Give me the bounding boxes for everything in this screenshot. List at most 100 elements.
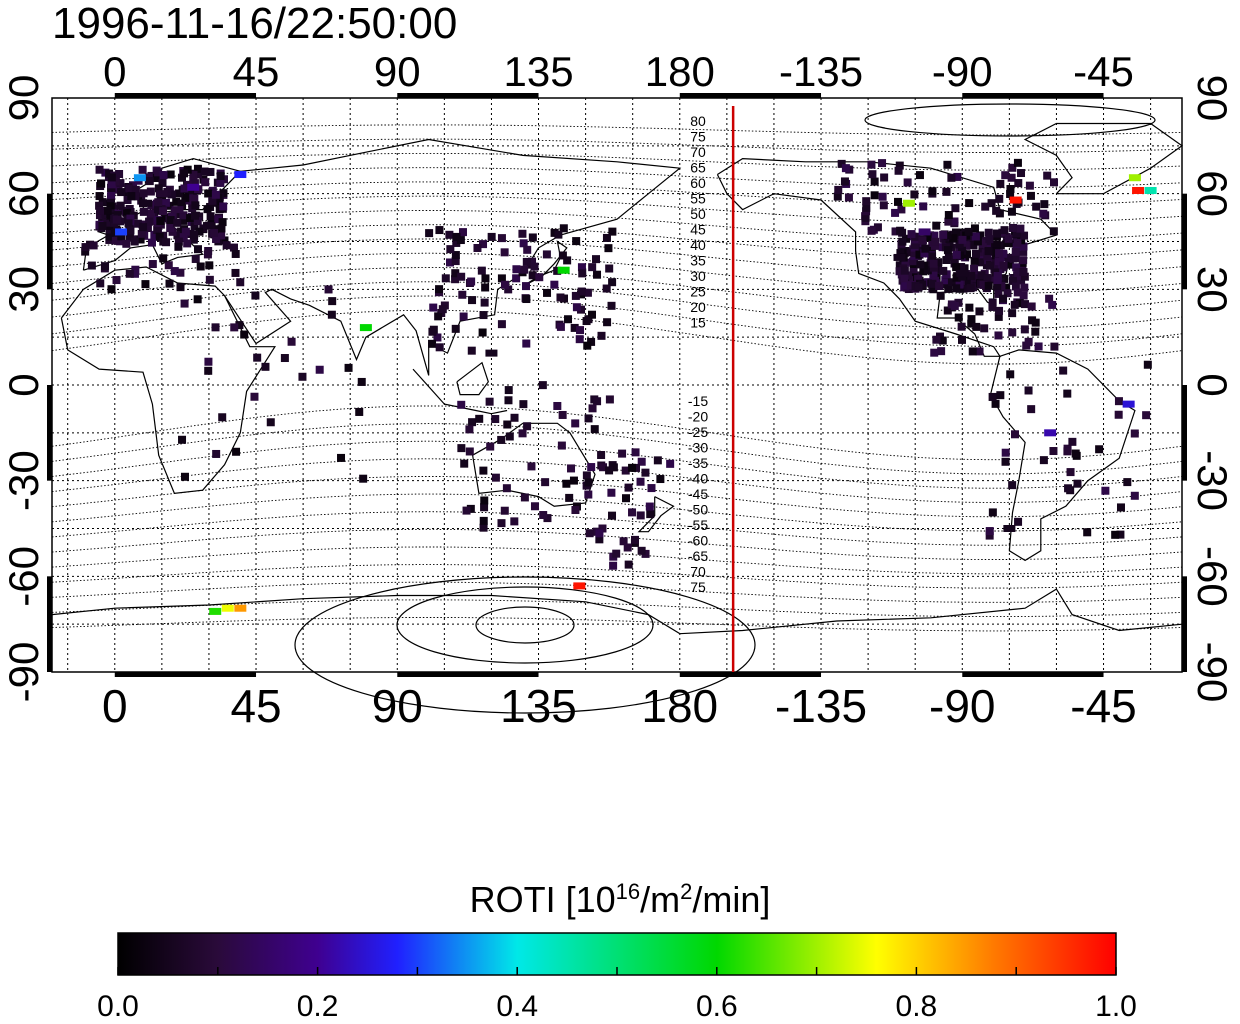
roti-cell: [491, 415, 500, 424]
roti-cell: [1019, 291, 1028, 300]
roti-cell: [190, 211, 199, 220]
roti-cell: [521, 282, 530, 291]
roti-cell: [193, 245, 202, 254]
contour-label: 30: [690, 268, 706, 284]
roti-cell: [435, 343, 444, 352]
roti-cell: [1006, 189, 1015, 198]
roti-cell: [939, 266, 948, 275]
roti-cell: [992, 206, 1001, 215]
roti-cell: [577, 287, 586, 296]
roti-cell: [1027, 405, 1036, 414]
contour-label: 70: [690, 564, 706, 580]
magnetic-contour: [51, 423, 1183, 475]
roti-cell: [930, 231, 939, 240]
roti-cell: [862, 203, 871, 212]
roti-cell: [480, 496, 489, 505]
roti-cell: [161, 214, 170, 223]
roti-cell: [994, 257, 1003, 266]
roti-cell: [219, 202, 228, 211]
roti-cell: [1048, 300, 1057, 309]
lat-tick-bar: [47, 193, 52, 290]
roti-cell: [240, 330, 249, 339]
roti-cell: [867, 160, 876, 169]
roti-cell: [154, 168, 163, 177]
roti-cell: [1006, 370, 1015, 379]
roti-cell: [193, 295, 202, 304]
roti-cell: [438, 305, 447, 314]
roti-cell: [518, 429, 527, 438]
top-lon-label: 180: [645, 48, 715, 95]
roti-cell: [1050, 342, 1059, 351]
plot-title: 1996-11-16/22:50:00: [52, 0, 458, 48]
roti-cell: [918, 228, 931, 236]
roti-cell: [916, 260, 925, 269]
roti-cell: [457, 400, 466, 409]
roti-cell: [910, 249, 919, 258]
roti-cell: [972, 322, 981, 331]
roti-cell: [950, 255, 959, 264]
roti-cell: [867, 226, 876, 235]
contour-label: 65: [690, 160, 706, 176]
roti-cell: [500, 280, 509, 289]
contour-label: 50: [690, 206, 706, 222]
roti-cell: [553, 401, 562, 410]
roti-cell: [571, 506, 580, 515]
roti-cell: [608, 278, 617, 287]
roti-cell: [862, 197, 871, 206]
contour-labels: 8075706560555045403530252015-15-20-25-30…: [688, 113, 708, 595]
roti-cell: [953, 172, 962, 181]
roti-cell: [1116, 503, 1125, 512]
right-lat-label: -60: [1189, 546, 1236, 607]
roti-cell: [209, 607, 222, 615]
roti-cell: [880, 173, 889, 182]
bottom-lon-label: -45: [1070, 680, 1136, 732]
roti-cell: [928, 252, 937, 261]
top-lon-label: -90: [932, 48, 993, 95]
roti-cell: [985, 527, 994, 536]
roti-cell: [1007, 207, 1016, 216]
roti-cell: [602, 284, 611, 293]
roti-cell: [553, 266, 562, 275]
magnetic-contour: [51, 238, 1183, 277]
roti-cell: [1008, 481, 1017, 490]
roti-cell: [131, 185, 140, 194]
roti-cells: [81, 158, 1157, 615]
roti-cell: [280, 354, 289, 363]
roti-cell: [154, 198, 163, 207]
roti-cell: [558, 410, 567, 419]
roti-cell: [236, 278, 245, 287]
roti-cell: [666, 459, 675, 468]
roti-cell: [985, 261, 994, 270]
roti-cell: [950, 217, 959, 226]
roti-cell: [572, 303, 581, 312]
roti-cell: [1003, 289, 1012, 298]
roti-cell: [189, 171, 198, 180]
roti-cell: [930, 348, 939, 357]
contour-label: -25: [688, 424, 708, 440]
top-lon-label: 90: [374, 48, 421, 95]
contour-label: -65: [688, 548, 708, 564]
roti-cell: [978, 239, 987, 248]
roti-cell: [357, 377, 366, 386]
roti-cell: [1130, 491, 1139, 500]
roti-cell: [609, 463, 618, 472]
roti-cell: [647, 484, 656, 493]
roti-cell: [597, 331, 606, 340]
roti-cell: [451, 251, 460, 260]
roti-cell: [147, 238, 156, 247]
roti-cell: [991, 399, 1000, 408]
top-lon-label: 45: [233, 48, 280, 95]
roti-cell: [879, 201, 888, 210]
roti-cell: [612, 549, 621, 558]
roti-cell: [988, 275, 997, 284]
roti-cell: [554, 230, 563, 239]
contour-label: -30: [688, 440, 708, 456]
contour-label: 40: [690, 237, 706, 253]
roti-cell: [628, 463, 637, 472]
roti-cell: [479, 466, 488, 475]
roti-cell: [445, 230, 454, 239]
roti-cell: [1021, 300, 1030, 309]
lon-tick-bar: [114, 93, 257, 98]
roti-cell: [630, 535, 639, 544]
roti-cell: [952, 284, 961, 293]
